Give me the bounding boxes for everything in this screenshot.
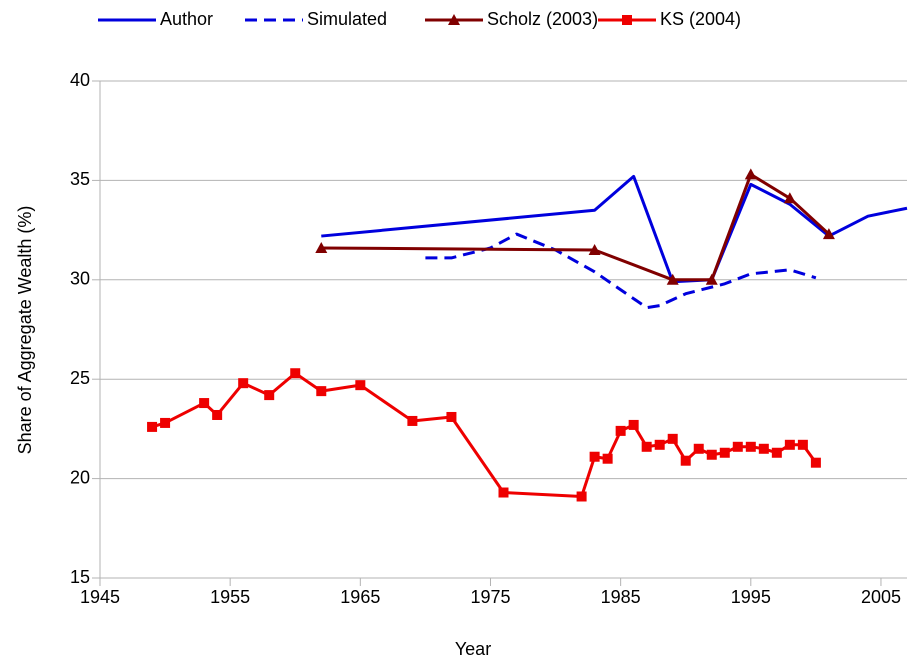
y-tick-label: 20 (70, 467, 90, 487)
data-point (615, 425, 626, 436)
data-point (667, 433, 678, 444)
legend-label: Simulated (307, 9, 387, 29)
data-point (238, 378, 249, 389)
x-axis-label: Year (455, 639, 491, 659)
x-tick-label: 1975 (470, 587, 510, 607)
data-point (706, 449, 717, 460)
data-point (355, 380, 366, 391)
data-point (576, 491, 587, 502)
data-point (641, 441, 652, 452)
data-point (745, 441, 756, 452)
data-point (784, 439, 795, 450)
data-point (771, 447, 782, 458)
legend-marker (622, 15, 632, 25)
legend-label: Author (160, 9, 213, 29)
data-point (147, 421, 158, 432)
series-line (425, 232, 817, 310)
data-point (666, 273, 679, 285)
data-point (822, 228, 835, 240)
series-line (321, 172, 830, 282)
data-point (602, 453, 613, 464)
y-axis-label: Share of Aggregate Wealth (%) (15, 206, 35, 455)
data-point (705, 273, 718, 285)
legend-label: KS (2004) (660, 9, 741, 29)
data-point (498, 487, 509, 498)
x-tick-label: 2005 (861, 587, 901, 607)
data-point (315, 241, 328, 253)
y-tick-label: 40 (70, 70, 90, 90)
data-point (588, 243, 601, 255)
data-point (680, 455, 691, 466)
data-point (407, 415, 418, 426)
y-tick-label: 35 (70, 169, 90, 189)
data-point (316, 386, 327, 397)
data-point (446, 411, 457, 422)
x-tick-label: 1955 (210, 587, 250, 607)
data-point (797, 439, 808, 450)
data-point (744, 168, 757, 180)
legend-marker (448, 14, 460, 25)
series-line (151, 371, 818, 498)
data-point (783, 192, 796, 204)
data-point (693, 443, 704, 454)
x-tick-label: 1965 (340, 587, 380, 607)
y-tick-label: 15 (70, 567, 90, 587)
data-point (290, 368, 301, 379)
x-tick-label: 1985 (601, 587, 641, 607)
series-line (321, 174, 908, 284)
y-tick-label: 25 (70, 368, 90, 388)
data-point (589, 451, 600, 462)
legend-label: Scholz (2003) (487, 9, 598, 29)
data-point (654, 439, 665, 450)
y-tick-label: 30 (70, 269, 90, 289)
data-point (810, 457, 821, 468)
data-point (212, 409, 223, 420)
data-point (719, 447, 730, 458)
x-tick-label: 1945 (80, 587, 120, 607)
data-point (758, 443, 769, 454)
data-point (160, 417, 171, 428)
data-point (264, 390, 275, 401)
data-point (628, 419, 639, 430)
data-point (732, 441, 743, 452)
x-tick-label: 1995 (731, 587, 771, 607)
data-point (199, 398, 210, 409)
